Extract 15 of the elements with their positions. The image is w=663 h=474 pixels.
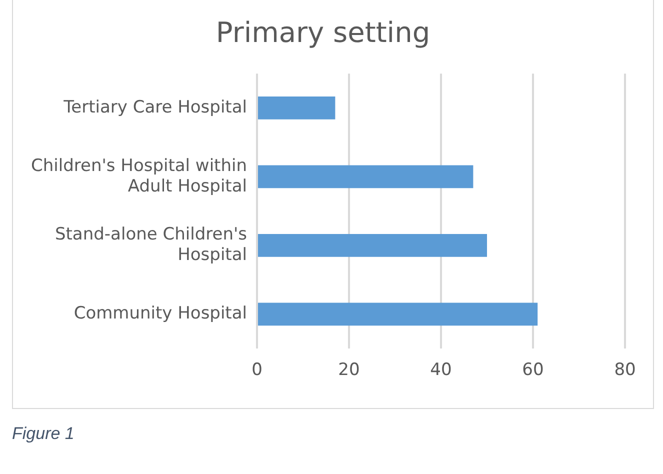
y-tick-label: Children's Hospital within Adult Hospital — [30, 156, 247, 196]
x-tick-label: 60 — [522, 360, 544, 380]
chart-title: Primary setting — [216, 16, 430, 50]
caption: Figure 1 — [12, 424, 74, 444]
bar — [258, 96, 336, 120]
bar — [258, 302, 538, 326]
x-tick-label: 20 — [338, 360, 360, 380]
y-tick-label: Community Hospital — [74, 304, 247, 324]
y-tick-label: Tertiary Care Hospital — [62, 97, 247, 118]
x-tick-label: 80 — [614, 360, 636, 380]
x-tick-label: 40 — [430, 360, 452, 380]
bar — [258, 165, 474, 188]
x-tick-label: 0 — [252, 360, 262, 380]
y-tick-label: Stand-alone Children's Hospital — [54, 224, 248, 266]
bar — [258, 234, 487, 257]
